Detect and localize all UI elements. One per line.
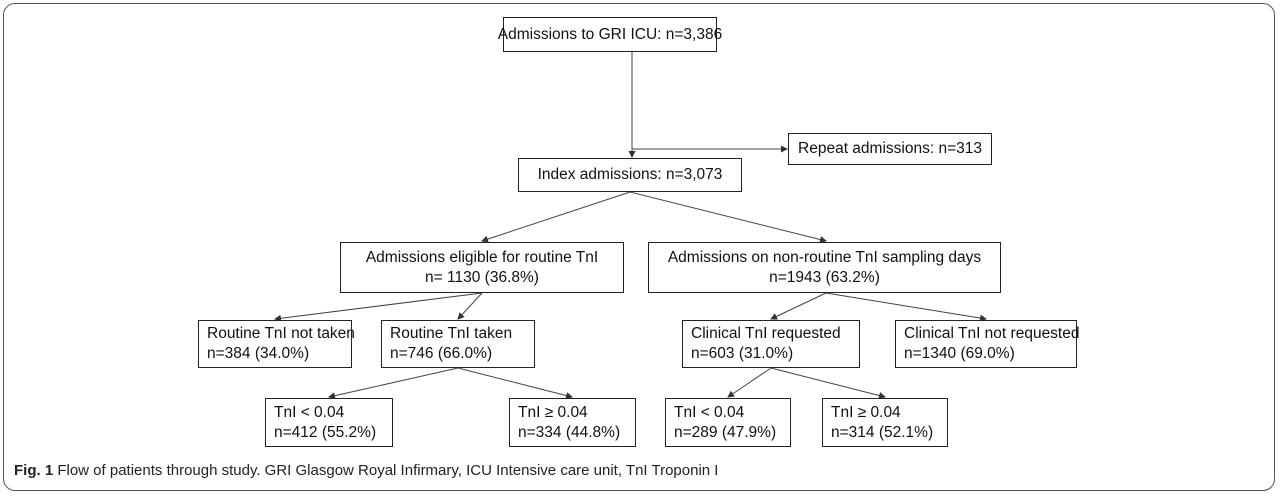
node: Repeat admissions: n=313 [788,133,992,165]
node-text: n= 1130 (36.8%) [425,268,539,286]
node: Admissions to GRI ICU: n=3,386 [498,17,722,52]
node-text: Clinical TnI requested [691,325,841,342]
figure-frame [3,3,1275,491]
arrow [629,191,827,243]
node-text: Routine TnI not taken [207,325,355,342]
arrow [481,191,631,243]
arrow [457,292,483,320]
node-text: n=314 (52.1%) [831,423,934,441]
node: TnI < 0.04 n=289 (47.9%) [665,398,791,447]
arrow [274,292,483,322]
node-text: Index admissions: n=3,073 [537,166,723,183]
node-text: Repeat admissions: n=313 [798,140,982,157]
node-text: n=289 (47.9%) [674,423,777,441]
node-text: TnI < 0.04 [274,403,345,421]
caption: Fig. 1 Flow of patients through study. G… [14,462,718,479]
node-text: n=412 (55.2%) [274,423,377,441]
arrow [328,367,459,400]
arrow [727,367,772,398]
arrow [770,292,827,320]
node: Routine TnI taken n=746 (66.0%) [381,320,535,368]
caption-label: Fig. 1 [14,462,54,479]
caption-text: Flow of patients through study. GRI Glas… [57,462,719,479]
node-text: TnI ≥ 0.04 [518,403,588,421]
arrow [457,367,573,399]
arrow [770,367,886,399]
node: Routine TnI not taken n=384 (34.0%) [198,320,355,368]
node: TnI ≥ 0.04 n=314 (52.1%) [822,398,948,447]
node-text: Admissions eligible for routine TnI [365,248,599,266]
node-text: TnI ≥ 0.04 [831,403,901,421]
node-text: Admissions on non-routine TnI sampling d… [667,248,982,266]
node-text: n=384 (34.0%) [207,345,310,362]
node-text: Admissions to GRI ICU: n=3,386 [497,25,723,43]
node-text: n=1943 (63.2%) [769,268,880,286]
node: Clinical TnI requested n=603 (31.0%) [682,320,860,368]
node: Admissions eligible for routine TnI n= 11… [340,242,624,293]
node-text: n=603 (31.0%) [691,345,794,362]
node: TnI ≥ 0.04 n=334 (44.8%) [509,398,636,447]
node-text: TnI < 0.04 [674,403,745,421]
node-text: Routine TnI taken [390,325,513,342]
node-text: n=746 (66.0%) [390,345,493,362]
node-text: n=334 (44.8%) [518,423,621,441]
node-text: n=1340 (69.0%) [904,345,1015,362]
node: Index admissions: n=3,073 [518,158,742,192]
arrows [274,52,987,400]
node: Clinical TnI not requested n=1340 (69.0%) [895,320,1080,368]
arrow [825,292,987,322]
node-text: Clinical TnI not requested [904,325,1080,342]
node: Admissions on non-routine TnI sampling d… [648,242,1001,293]
node: TnI < 0.04 n=412 (55.2%) [265,398,393,447]
